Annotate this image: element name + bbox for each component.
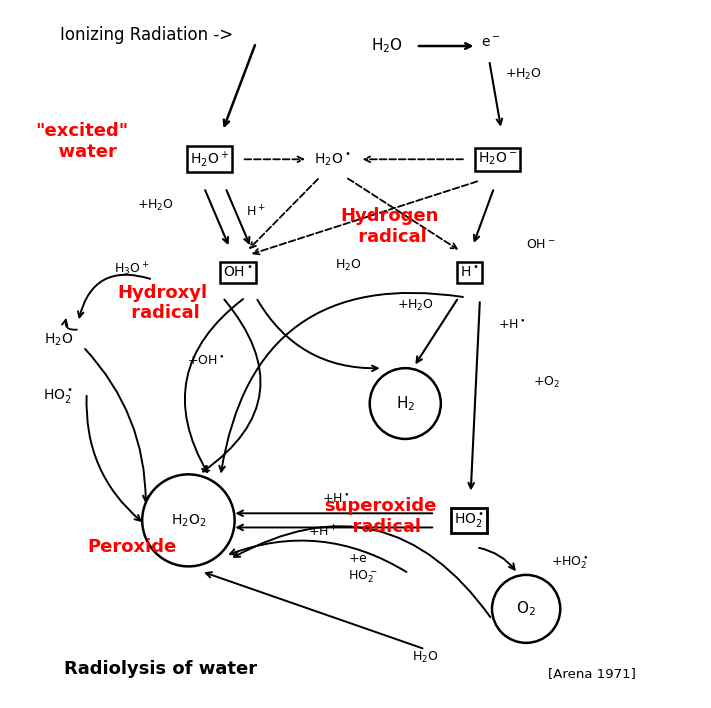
Text: H$_2$O$_2$: H$_2$O$_2$ — [171, 512, 206, 529]
Text: H$_2$O: H$_2$O — [372, 37, 403, 55]
Text: HO$_2^\bullet$: HO$_2^\bullet$ — [43, 387, 73, 406]
Text: +H$_2$O: +H$_2$O — [505, 67, 542, 82]
Text: +H$_2$O: +H$_2$O — [137, 198, 174, 213]
Text: H$_3$O$^+$: H$_3$O$^+$ — [114, 261, 149, 278]
Text: +H$_2$O: +H$_2$O — [397, 298, 434, 314]
Text: Hydrogen
 radical: Hydrogen radical — [341, 207, 439, 246]
Text: +H$^+$: +H$^+$ — [309, 525, 338, 540]
Text: +H$^\bullet$: +H$^\bullet$ — [498, 319, 525, 332]
Text: HO$_2^-$: HO$_2^-$ — [348, 569, 378, 586]
Text: "excited"
  water: "excited" water — [35, 122, 129, 161]
Text: HO$_2^\bullet$: HO$_2^\bullet$ — [454, 511, 484, 530]
Text: OH$^\bullet$: OH$^\bullet$ — [223, 266, 253, 280]
Text: Radiolysis of water: Radiolysis of water — [64, 660, 257, 678]
Text: +HO$_2^\bullet$: +HO$_2^\bullet$ — [551, 554, 589, 571]
Text: superoxide
  radical: superoxide radical — [324, 498, 437, 536]
Text: H$^+$: H$^+$ — [246, 205, 266, 220]
Text: Ionizing Radiation ->: Ionizing Radiation -> — [60, 26, 234, 45]
Text: Hydroxyl
 radical: Hydroxyl radical — [117, 284, 207, 322]
Text: H$^\bullet$: H$^\bullet$ — [460, 266, 479, 280]
Text: +OH$^\bullet$: +OH$^\bullet$ — [188, 355, 225, 367]
Text: +O$_2$: +O$_2$ — [533, 375, 560, 390]
Text: +H$^\bullet$: +H$^\bullet$ — [322, 493, 349, 506]
Text: H$_2$O: H$_2$O — [43, 331, 73, 348]
Text: H$_2$O$^\bullet$: H$_2$O$^\bullet$ — [314, 151, 351, 168]
Text: [Arena 1971]: [Arena 1971] — [548, 668, 636, 680]
Text: H$_2$O$^+$: H$_2$O$^+$ — [190, 149, 230, 169]
Text: e$^-$: e$^-$ — [481, 35, 501, 50]
Text: +e$^-$: +e$^-$ — [348, 553, 377, 566]
Text: H$_2$O: H$_2$O — [412, 649, 439, 665]
Text: H$_2$O$^-$: H$_2$O$^-$ — [478, 151, 518, 168]
Text: H$_2$: H$_2$ — [395, 394, 415, 413]
Text: H$_2$O: H$_2$O — [335, 258, 362, 273]
Text: O$_2$: O$_2$ — [516, 600, 536, 618]
Text: OH$^-$: OH$^-$ — [526, 238, 555, 251]
Text: Peroxide: Peroxide — [87, 537, 176, 556]
